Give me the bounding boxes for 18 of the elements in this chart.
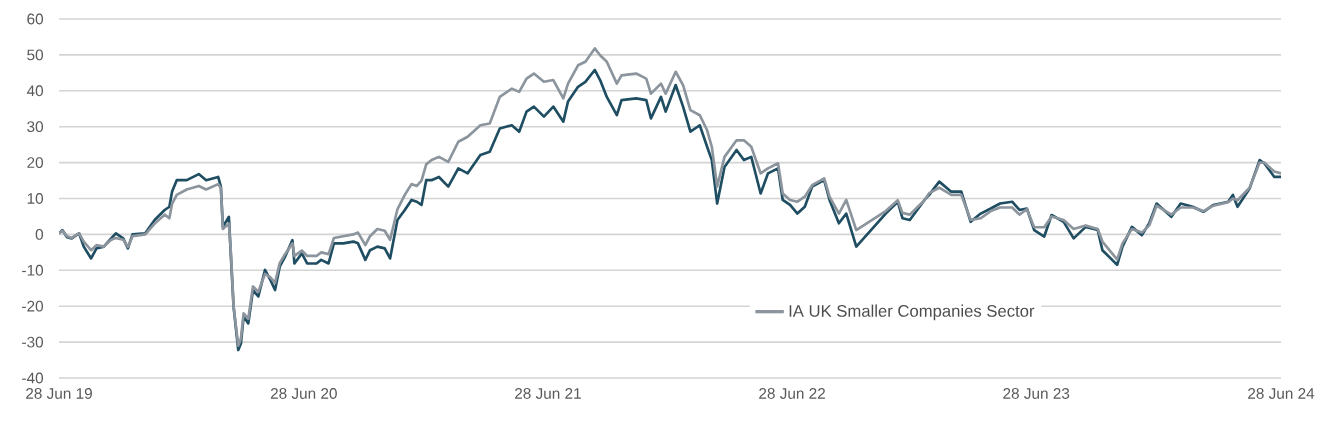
y-tick-label: 0 — [35, 228, 44, 240]
legend-label: IA UK Smaller Companies Sector — [789, 304, 1035, 321]
x-tick-label: 28 Jun 24 — [1248, 388, 1315, 399]
x-tick-label: 28 Jun 19 — [26, 388, 92, 399]
x-tick-label: 28 Jun 23 — [1003, 388, 1070, 399]
y-tick-label: 30 — [27, 121, 44, 133]
x-tick-label: 28 Jun 20 — [270, 388, 337, 399]
y-tick-label: -30 — [22, 336, 44, 348]
y-tick-label: -40 — [22, 372, 44, 384]
y-tick-label: 20 — [27, 157, 44, 169]
y-tick-label: -10 — [22, 264, 44, 276]
y-tick-label: 10 — [27, 193, 44, 204]
y-tick-label: -20 — [22, 300, 44, 312]
x-tick-label: 28 Jun 22 — [759, 388, 825, 399]
y-tick-label: 50 — [27, 49, 44, 61]
y-tick-label: 60 — [27, 13, 44, 25]
x-tick-label: 28 Jun 21 — [515, 388, 581, 399]
y-tick-label: 40 — [26, 85, 44, 97]
